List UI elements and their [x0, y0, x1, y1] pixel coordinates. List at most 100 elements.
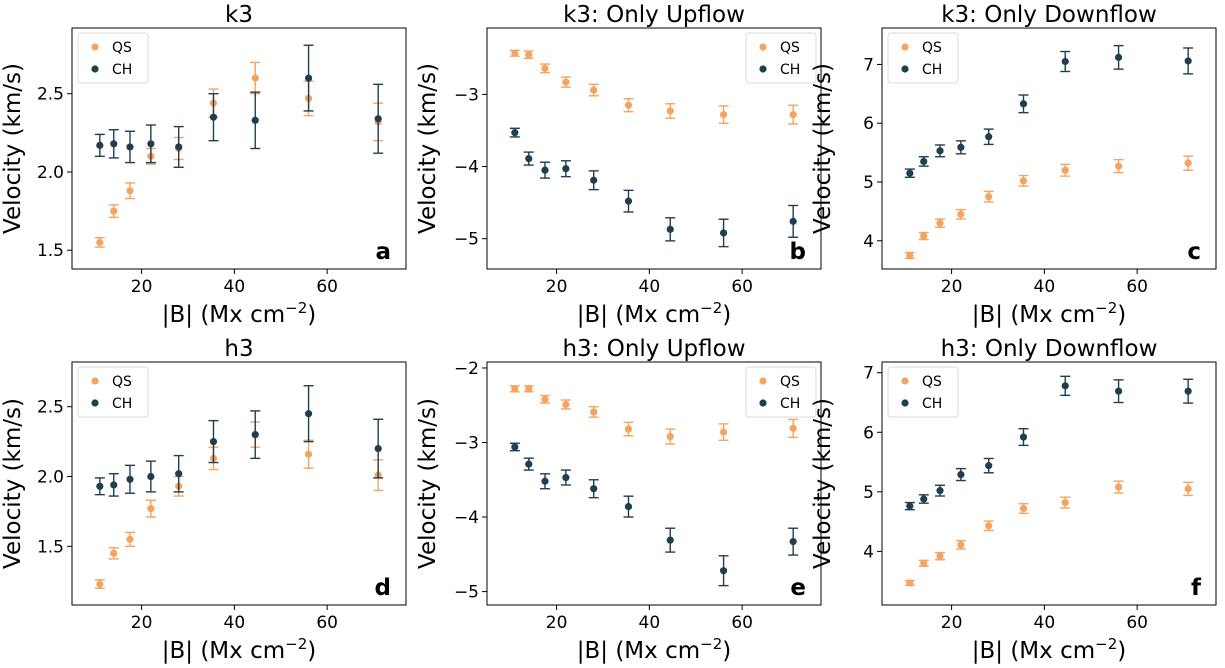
data-point-ch [374, 115, 382, 123]
x-tick-label: 20 [131, 613, 153, 633]
legend-marker-ch [91, 399, 99, 407]
legend-marker-ch [759, 65, 767, 73]
data-point-ch [1061, 57, 1069, 66]
data-point-ch [920, 157, 928, 166]
data-point-ch [590, 485, 598, 493]
y-axis-label: Velocity (km/s) [0, 398, 26, 569]
data-point-ch [541, 477, 549, 485]
x-tick-label: 20 [546, 613, 568, 633]
legend-marker-ch [901, 65, 909, 73]
x-axis-label-close: ) [307, 638, 316, 664]
x-tick-label: 60 [731, 277, 753, 297]
data-point-ch [110, 481, 118, 489]
y-tick-label: 4 [863, 232, 874, 252]
x-tick-label: 40 [224, 613, 246, 633]
legend-label-qs: QS [780, 40, 800, 56]
x-axis-label: |B| (Mx cm−2) [162, 635, 317, 664]
legend-label-qs: QS [780, 374, 800, 390]
plot-frame [486, 27, 822, 270]
y-tick-label: 7 [863, 364, 874, 384]
panel-letter: b [790, 239, 806, 265]
data-point-ch [251, 116, 259, 124]
data-point-ch [666, 536, 674, 544]
x-axis-label-main: |B| (Mx cm [972, 638, 1095, 664]
legend: QS CH [887, 32, 959, 84]
panel-title: k3 [225, 2, 253, 28]
x-axis-label-exponent: −2 [1095, 635, 1117, 653]
data-point-qs [304, 450, 313, 458]
data-point-qs [957, 210, 965, 218]
chart-panel-f: h3: Only Downflow 20 40 60 4 5 6 7 |B| (Mx cm−2)… [810, 336, 1217, 664]
data-point-ch [511, 129, 519, 137]
data-point-ch [936, 147, 944, 155]
x-tick-label: 60 [316, 277, 338, 297]
x-tick-label: 40 [639, 277, 661, 297]
y-tick-label: −4 [454, 158, 479, 178]
x-tick-label: 40 [1034, 277, 1056, 297]
data-point-ch [920, 495, 928, 503]
data-point-ch [957, 143, 965, 151]
y-tick-label: −5 [454, 230, 479, 250]
x-tick-label: 40 [224, 277, 246, 297]
series-qs [509, 385, 799, 445]
data-point-qs [1019, 504, 1028, 513]
data-point-ch [562, 473, 570, 482]
data-point-ch [624, 197, 633, 205]
legend-label-qs: QS [112, 40, 132, 56]
y-tick-label: 1.5 [37, 241, 64, 261]
data-point-qs [525, 51, 533, 59]
data-point-ch [96, 482, 104, 490]
x-axis-label-main: |B| (Mx cm [162, 302, 285, 328]
data-point-ch [525, 155, 533, 163]
data-point-ch [562, 165, 570, 173]
y-tick-label: −4 [454, 508, 479, 528]
data-point-ch [1061, 382, 1069, 390]
legend-label-qs: QS [922, 374, 942, 390]
legend: QS CH [77, 32, 149, 84]
data-point-qs [96, 580, 104, 588]
x-axis-label-exponent: −2 [700, 635, 722, 653]
y-tick-label: −3 [454, 85, 479, 105]
data-point-ch [985, 462, 993, 470]
data-point-ch [936, 487, 944, 495]
data-point-qs [624, 425, 633, 433]
data-point-qs [511, 385, 519, 393]
data-point-qs [666, 432, 674, 441]
data-point-qs [985, 522, 993, 530]
y-tick-label: −5 [454, 583, 479, 603]
x-axis-label-close: ) [722, 302, 731, 328]
legend-label-ch: CH [922, 396, 942, 412]
panel-letter: f [1191, 575, 1202, 601]
y-axis-label: Velocity (km/s) [0, 63, 26, 234]
data-point-ch [110, 140, 118, 148]
series-ch [94, 385, 384, 497]
x-axis-label-exponent: −2 [700, 299, 722, 317]
x-axis-label-main: |B| (Mx cm [972, 302, 1095, 328]
y-tick-label: 6 [863, 423, 874, 443]
series-qs [509, 49, 799, 125]
data-point-qs [920, 232, 928, 240]
y-tick-label: −3 [454, 434, 479, 454]
y-tick-label: 2.0 [37, 468, 64, 488]
data-point-qs [957, 541, 965, 549]
data-point-qs [525, 385, 533, 393]
legend-marker-ch [759, 399, 767, 407]
y-tick-label: 5 [863, 173, 874, 193]
x-axis-label: |B| (Mx cm−2) [577, 635, 732, 664]
data-point-ch [1114, 53, 1123, 61]
data-point-ch [985, 133, 993, 141]
series-qs [904, 155, 1194, 260]
panel-title: k3: Only Upflow [563, 2, 745, 28]
data-point-ch [541, 166, 549, 174]
x-axis-label-exponent: −2 [285, 635, 307, 653]
data-point-qs [1019, 177, 1028, 185]
x-axis-label-close: ) [722, 638, 731, 664]
data-point-qs [126, 535, 134, 543]
legend-label-ch: CH [780, 62, 800, 78]
legend-marker-qs [91, 377, 99, 385]
data-point-ch [175, 143, 183, 151]
legend: QS CH [887, 366, 959, 418]
chart-panel-d: h3 20 40 60 1.5 2.0 2.5 |B| (Mx cm−2) Velocity (… [0, 336, 407, 664]
legend-label-qs: QS [112, 374, 132, 390]
data-point-ch [1114, 387, 1123, 395]
